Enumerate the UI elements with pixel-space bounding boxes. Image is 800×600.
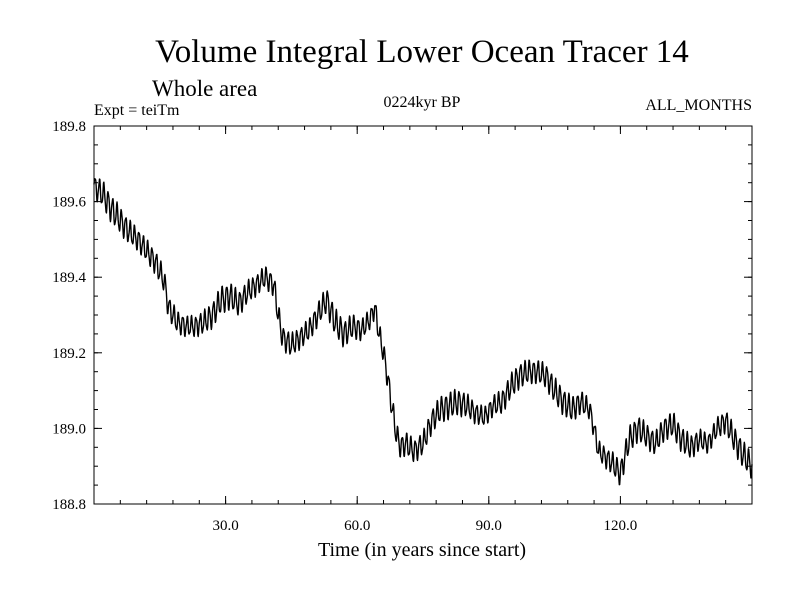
annotation-period: 0224kyr BP xyxy=(384,94,461,111)
y-tick-label: 189.4 xyxy=(52,270,86,286)
plot-area: 188.8 189.0 189.2 189.4 189.6 189.8 30.0 60.0 90… xyxy=(52,119,753,534)
y-tick-label: 189.2 xyxy=(52,346,86,362)
x-tick-label: 90.0 xyxy=(476,518,502,534)
chart-title: Volume Integral Lower Ocean Tracer 14 xyxy=(155,34,689,70)
y-tick-label: 189.0 xyxy=(52,421,86,437)
x-axis-label: Time (in years since start) xyxy=(318,539,526,561)
series-line xyxy=(93,178,753,486)
y-tick-label: 188.8 xyxy=(52,497,86,513)
x-tick-label: 60.0 xyxy=(344,518,370,534)
annotation-months: ALL_MONTHS xyxy=(645,97,752,114)
x-tick-label: 120.0 xyxy=(604,518,638,534)
y-tick-label: 189.8 xyxy=(52,119,86,135)
y-tick-label: 189.6 xyxy=(52,195,86,211)
x-tick-label: 30.0 xyxy=(212,518,238,534)
chart-subtitle: Whole area xyxy=(152,76,257,101)
annotation-experiment: Expt = teiTm xyxy=(94,102,180,119)
